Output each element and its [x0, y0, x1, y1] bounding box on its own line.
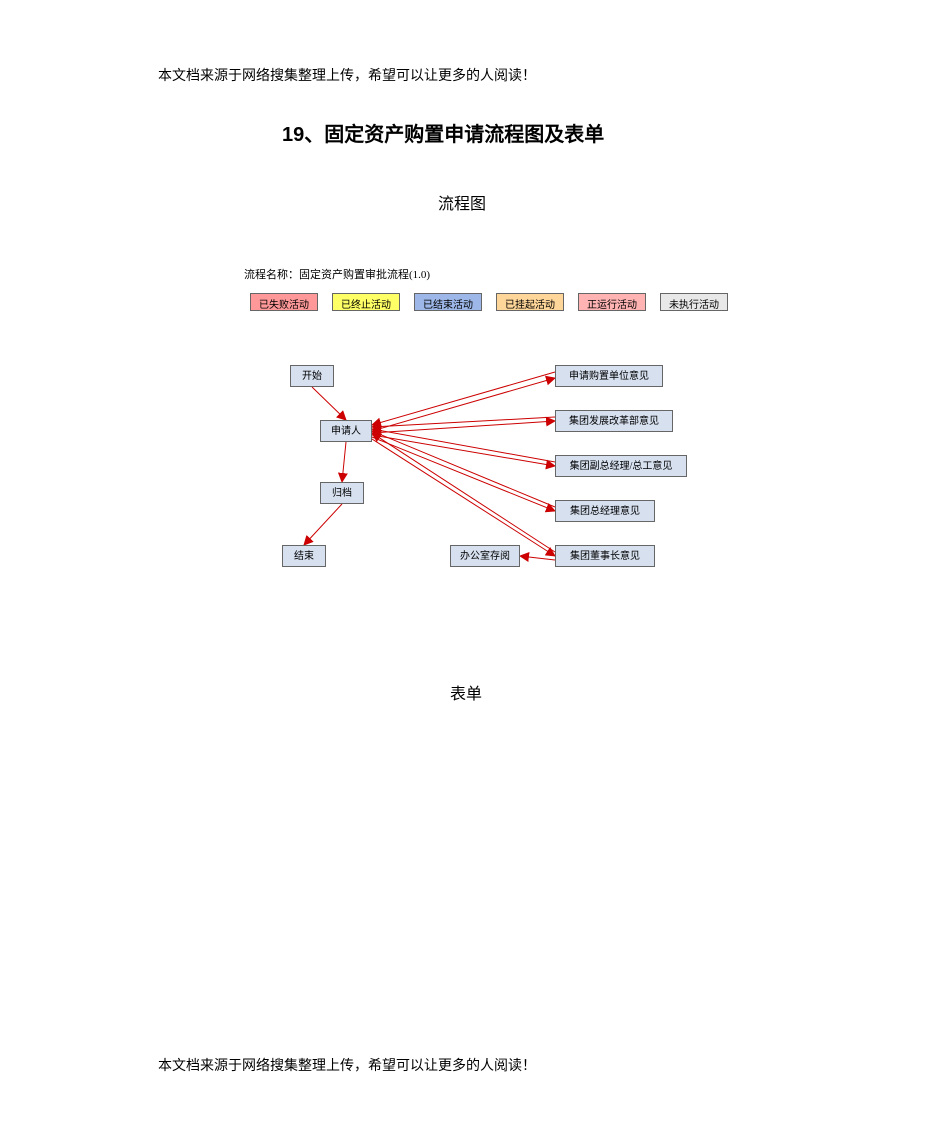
- legend-item: 未执行活动: [660, 293, 728, 311]
- flow-node-end: 结束: [282, 545, 326, 567]
- flow-edge: [372, 437, 555, 511]
- legend-item: 已失败活动: [250, 293, 318, 311]
- legend-item: 已结束活动: [414, 293, 482, 311]
- flow-edge: [304, 504, 342, 545]
- legend-item: 已终止活动: [332, 293, 400, 311]
- flow-node-op5: 集团董事长意见: [555, 545, 655, 567]
- flow-edge: [312, 387, 346, 420]
- process-name-label: 流程名称：固定资产购置审批流程(1.0): [244, 266, 430, 282]
- flow-node-archive: 归档: [320, 482, 364, 504]
- document-page: 本文档来源于网络搜集整理上传，希望可以让更多的人阅读！ 19、固定资产购置申请流…: [0, 0, 945, 1123]
- legend-item: 已挂起活动: [496, 293, 564, 311]
- footer-source-note: 本文档来源于网络搜集整理上传，希望可以让更多的人阅读！: [158, 1055, 536, 1075]
- flow-edge: [342, 442, 346, 482]
- flow-edge: [372, 378, 555, 431]
- flow-edge: [372, 429, 555, 462]
- flow-node-start: 开始: [290, 365, 334, 387]
- main-title: 19、固定资产购置申请流程图及表单: [282, 118, 604, 147]
- flow-edge: [372, 439, 555, 556]
- flow-edge: [372, 372, 555, 425]
- header-source-note: 本文档来源于网络搜集整理上传，希望可以让更多的人阅读！: [158, 65, 536, 85]
- flow-node-op2: 集团发展改革部意见: [555, 410, 673, 432]
- flow-edge: [372, 435, 555, 466]
- flow-node-office: 办公室存阅: [450, 545, 520, 567]
- legend-item: 正运行活动: [578, 293, 646, 311]
- flow-edge: [372, 433, 555, 552]
- flow-node-op3: 集团副总经理/总工意见: [555, 455, 687, 477]
- flow-node-op1: 申请购置单位意见: [555, 365, 663, 387]
- flow-edge: [520, 556, 555, 560]
- flow-node-op4: 集团总经理意见: [555, 500, 655, 522]
- section-flowchart-title: 流程图: [438, 190, 486, 214]
- section-form-title: 表单: [450, 680, 482, 704]
- flow-edge: [372, 431, 555, 507]
- flow-node-applicant: 申请人: [320, 420, 372, 442]
- flow-edge: [372, 417, 555, 427]
- flow-edge: [372, 421, 555, 433]
